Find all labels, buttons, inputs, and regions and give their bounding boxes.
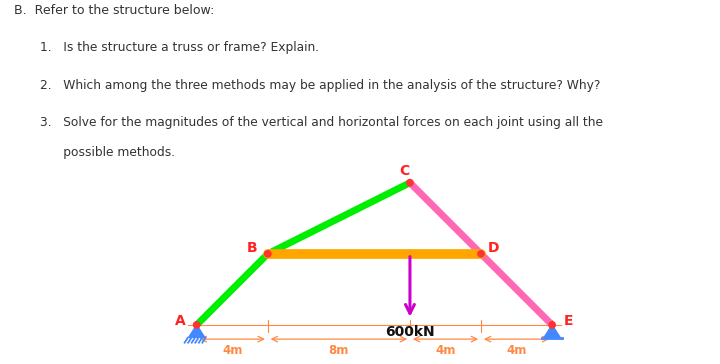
Text: 4m: 4m <box>436 344 456 357</box>
Text: B.  Refer to the structure below:: B. Refer to the structure below: <box>14 4 215 17</box>
Circle shape <box>194 322 200 328</box>
Text: possible methods.: possible methods. <box>40 146 175 159</box>
Circle shape <box>549 322 555 328</box>
Text: 3.   Solve for the magnitudes of the vertical and horizontal forces on each join: 3. Solve for the magnitudes of the verti… <box>40 116 603 130</box>
Text: 4m: 4m <box>222 344 243 357</box>
Circle shape <box>407 179 413 186</box>
Text: E: E <box>563 314 573 328</box>
Circle shape <box>478 251 485 257</box>
Text: 4m: 4m <box>506 344 527 357</box>
Text: 1.   Is the structure a truss or frame? Explain.: 1. Is the structure a truss or frame? Ex… <box>40 41 319 54</box>
Text: 2.   Which among the three methods may be applied in the analysis of the structu: 2. Which among the three methods may be … <box>40 79 600 92</box>
Polygon shape <box>544 325 560 337</box>
Text: C: C <box>400 164 410 178</box>
Text: 600kN: 600kN <box>385 325 435 339</box>
Circle shape <box>264 251 271 257</box>
Text: 8m: 8m <box>328 344 349 357</box>
Text: D: D <box>487 241 499 256</box>
Text: B: B <box>246 241 257 256</box>
Polygon shape <box>189 325 204 337</box>
Text: A: A <box>176 314 186 328</box>
